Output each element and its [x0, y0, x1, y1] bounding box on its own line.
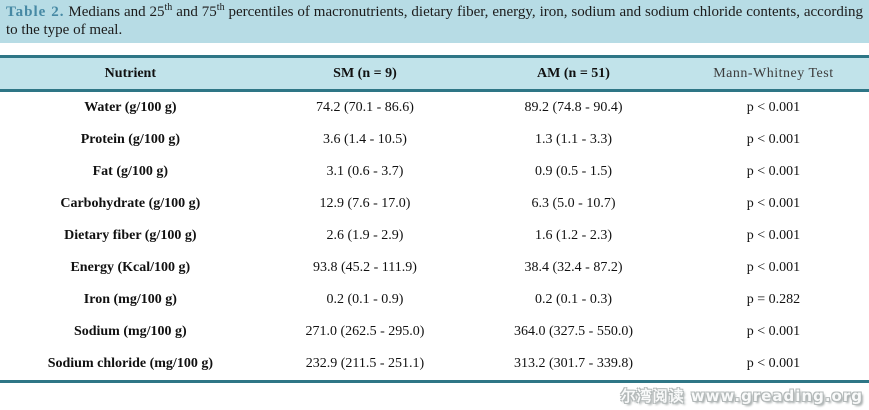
sm-value-cell: 232.9 (211.5 - 251.1): [260, 348, 470, 382]
sm-value-cell: 0.2 (0.1 - 0.9): [260, 284, 470, 316]
p-value-cell: p < 0.001: [677, 348, 869, 382]
sm-value-cell: 2.6 (1.9 - 2.9): [260, 220, 470, 252]
caption-superscript-1: th: [164, 2, 173, 13]
header-row: Nutrient SM (n = 9) AM (n = 51) Mann-Whi…: [0, 56, 869, 92]
am-value-cell: 1.6 (1.2 - 2.3): [469, 220, 678, 252]
table-row: Water (g/100 g) 74.2 (70.1 - 86.6) 89.2 …: [0, 90, 869, 124]
sm-value-cell: 3.6 (1.4 - 10.5): [260, 124, 470, 156]
table-row: Sodium chloride (mg/100 g) 232.9 (211.5 …: [0, 348, 869, 382]
watermark: 尔湾阅读 www.greading.org: [620, 387, 863, 405]
nutrients-table: Nutrient SM (n = 9) AM (n = 51) Mann-Whi…: [0, 55, 869, 383]
caption-text-3: percentiles of macronutrients, dietary f…: [6, 4, 863, 38]
nutrient-cell: Iron (mg/100 g): [0, 284, 261, 316]
p-value-cell: p < 0.001: [677, 156, 869, 188]
am-value-cell: 0.2 (0.1 - 0.3): [469, 284, 678, 316]
table-row: Sodium (mg/100 g) 271.0 (262.5 - 295.0) …: [0, 316, 869, 348]
p-value-cell: p < 0.001: [677, 316, 869, 348]
p-value-cell: p < 0.001: [677, 90, 869, 124]
nutrient-cell: Carbohydrate (g/100 g): [0, 188, 261, 220]
caption-text-2: and 75: [172, 4, 217, 20]
table-caption-label: Table 2.: [6, 4, 65, 20]
table-caption: Table 2. Medians and 25th and 75th perce…: [0, 0, 869, 43]
sm-value-cell: 271.0 (262.5 - 295.0): [260, 316, 470, 348]
sm-value-cell: 74.2 (70.1 - 86.6): [260, 90, 470, 124]
sm-value-cell: 12.9 (7.6 - 17.0): [260, 188, 470, 220]
nutrient-cell: Energy (Kcal/100 g): [0, 252, 261, 284]
table-row: Fat (g/100 g) 3.1 (0.6 - 3.7) 0.9 (0.5 -…: [0, 156, 869, 188]
nutrient-cell: Protein (g/100 g): [0, 124, 261, 156]
nutrient-cell: Sodium chloride (mg/100 g): [0, 348, 261, 382]
caption-table-gap: [0, 43, 869, 55]
nutrient-cell: Sodium (mg/100 g): [0, 316, 261, 348]
am-value-cell: 38.4 (32.4 - 87.2): [469, 252, 678, 284]
caption-text-1: Medians and 25: [64, 4, 165, 20]
column-header-am: AM (n = 51): [469, 56, 678, 92]
table-row: Dietary fiber (g/100 g) 2.6 (1.9 - 2.9) …: [0, 220, 869, 252]
sm-value-cell: 3.1 (0.6 - 3.7): [260, 156, 470, 188]
am-value-cell: 6.3 (5.0 - 10.7): [469, 188, 678, 220]
p-value-cell: p < 0.001: [677, 124, 869, 156]
table-row: Energy (Kcal/100 g) 93.8 (45.2 - 111.9) …: [0, 252, 869, 284]
am-value-cell: 0.9 (0.5 - 1.5): [469, 156, 678, 188]
p-value-cell: p < 0.001: [677, 220, 869, 252]
column-header-sm: SM (n = 9): [260, 56, 470, 92]
am-value-cell: 364.0 (327.5 - 550.0): [469, 316, 678, 348]
table-row: Protein (g/100 g) 3.6 (1.4 - 10.5) 1.3 (…: [0, 124, 869, 156]
caption-superscript-2: th: [216, 2, 225, 13]
p-value-cell: p = 0.282: [677, 284, 869, 316]
nutrient-cell: Dietary fiber (g/100 g): [0, 220, 261, 252]
p-value-cell: p < 0.001: [677, 188, 869, 220]
nutrient-cell: Water (g/100 g): [0, 90, 261, 124]
table-row: Iron (mg/100 g) 0.2 (0.1 - 0.9) 0.2 (0.1…: [0, 284, 869, 316]
sm-value-cell: 93.8 (45.2 - 111.9): [260, 252, 470, 284]
am-value-cell: 89.2 (74.8 - 90.4): [469, 90, 678, 124]
column-header-mann-whitney: Mann-Whitney Test: [677, 56, 869, 92]
am-value-cell: 1.3 (1.1 - 3.3): [469, 124, 678, 156]
column-header-nutrient: Nutrient: [0, 56, 261, 92]
p-value-cell: p < 0.001: [677, 252, 869, 284]
am-value-cell: 313.2 (301.7 - 339.8): [469, 348, 678, 382]
nutrient-cell: Fat (g/100 g): [0, 156, 261, 188]
table-row: Carbohydrate (g/100 g) 12.9 (7.6 - 17.0)…: [0, 188, 869, 220]
